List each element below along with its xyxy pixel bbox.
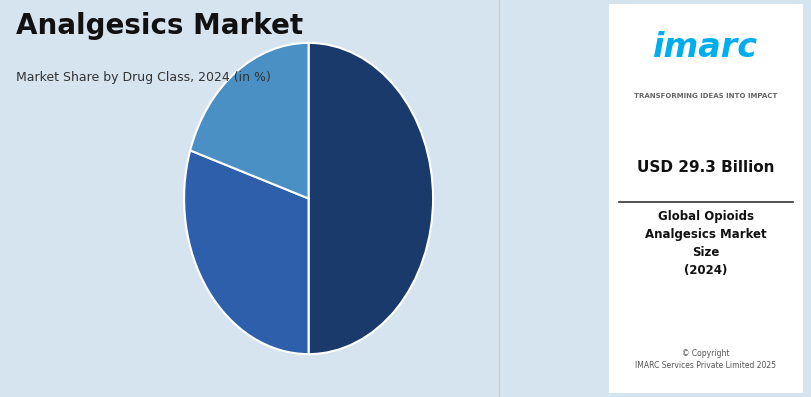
Text: © Copyright
IMARC Services Private Limited 2025: © Copyright IMARC Services Private Limit… [636, 349, 776, 370]
Wedge shape [308, 43, 433, 354]
Wedge shape [190, 43, 308, 198]
Text: TRANSFORMING IDEAS INTO IMPACT: TRANSFORMING IDEAS INTO IMPACT [634, 93, 778, 100]
Text: Analgesics Market: Analgesics Market [16, 12, 303, 40]
Text: USD 29.3 Billion: USD 29.3 Billion [637, 160, 775, 175]
Legend: Opioids, NSAIDs, Others: Opioids, NSAIDs, Others [180, 395, 437, 397]
FancyBboxPatch shape [609, 4, 803, 393]
Wedge shape [184, 150, 308, 354]
Text: Market Share by Drug Class, 2024 (in %): Market Share by Drug Class, 2024 (in %) [16, 71, 271, 85]
Text: imarc: imarc [654, 31, 758, 64]
Text: Global Opioids
Analgesics Market
Size
(2024): Global Opioids Analgesics Market Size (2… [646, 210, 766, 277]
